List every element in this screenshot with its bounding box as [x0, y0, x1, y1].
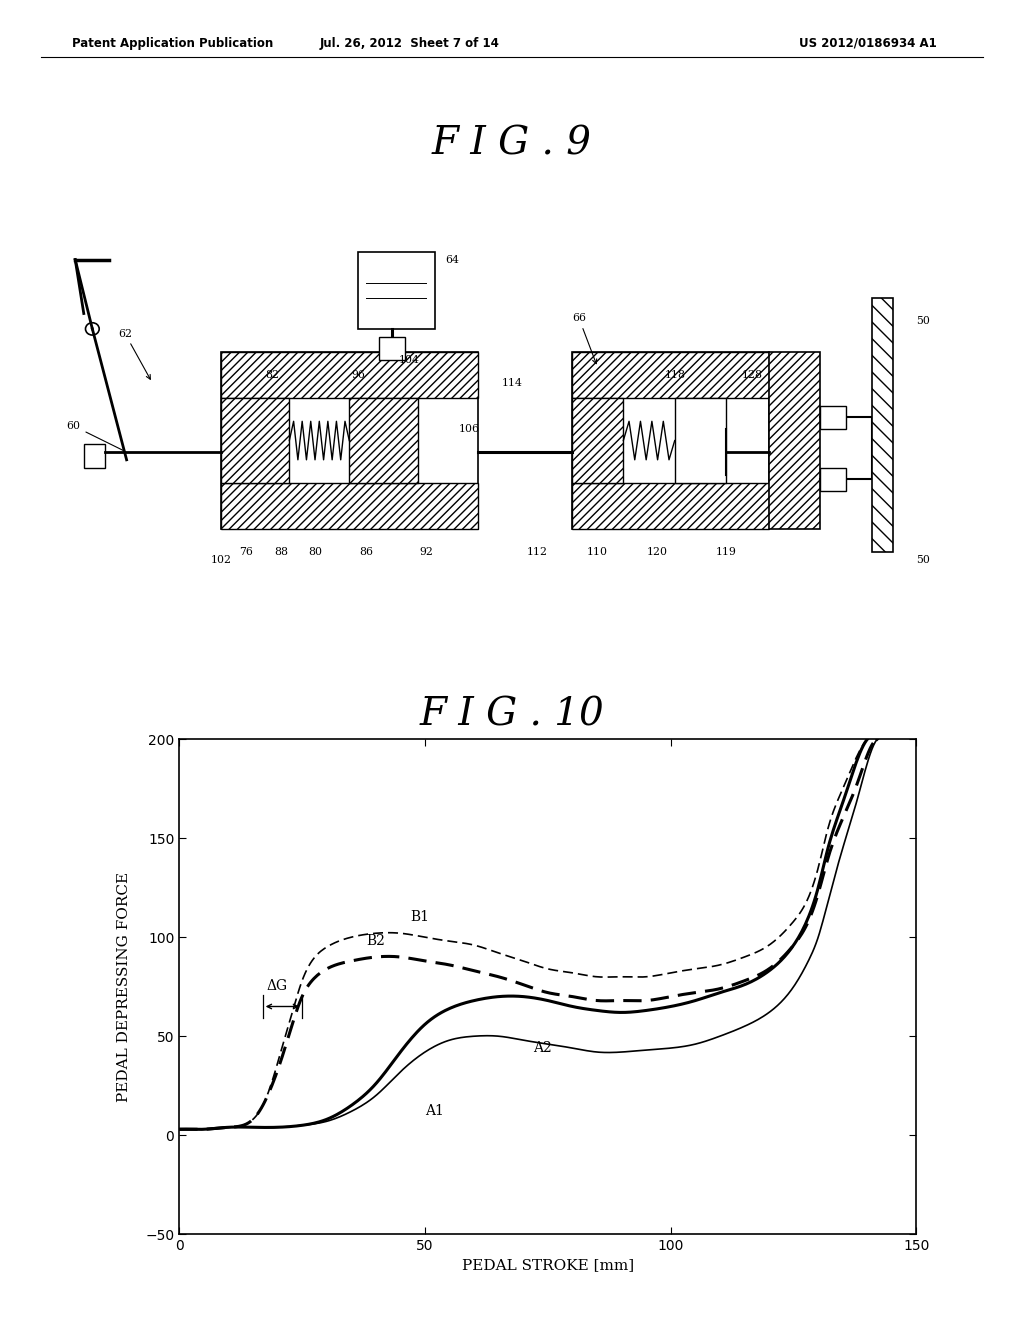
Bar — [349, 399, 418, 483]
Text: 106: 106 — [459, 424, 479, 434]
Bar — [84, 445, 105, 467]
Text: 104: 104 — [398, 355, 420, 364]
Text: 50: 50 — [916, 317, 930, 326]
Text: B2: B2 — [366, 935, 385, 948]
Text: ΔG: ΔG — [267, 978, 288, 993]
Text: 114: 114 — [502, 378, 522, 388]
Text: B1: B1 — [411, 911, 429, 924]
Bar — [871, 298, 893, 552]
Bar — [221, 352, 478, 529]
Text: 119: 119 — [716, 548, 736, 557]
Text: A2: A2 — [534, 1041, 552, 1055]
Bar — [357, 252, 435, 329]
Bar — [820, 467, 846, 491]
Text: 88: 88 — [273, 548, 288, 557]
Text: A1: A1 — [425, 1105, 443, 1118]
Text: 118: 118 — [665, 370, 685, 380]
Text: F I G . 9: F I G . 9 — [432, 125, 592, 162]
Text: 96: 96 — [351, 370, 365, 380]
Bar — [221, 483, 478, 529]
Bar — [572, 399, 624, 483]
Bar — [221, 399, 290, 483]
Bar — [769, 352, 820, 529]
Y-axis label: PEDAL DEPRESSING FORCE: PEDAL DEPRESSING FORCE — [118, 871, 131, 1102]
Text: Patent Application Publication: Patent Application Publication — [72, 37, 273, 50]
Text: 50: 50 — [916, 554, 930, 565]
Text: 128: 128 — [741, 370, 762, 380]
Bar — [675, 399, 726, 483]
Bar — [820, 407, 846, 429]
Text: 110: 110 — [587, 548, 608, 557]
Text: 66: 66 — [572, 313, 597, 363]
Text: 120: 120 — [647, 548, 668, 557]
X-axis label: PEDAL STROKE [mm]: PEDAL STROKE [mm] — [462, 1258, 634, 1272]
Bar — [572, 352, 769, 399]
Bar — [572, 352, 769, 529]
Text: 82: 82 — [265, 370, 280, 380]
Text: 112: 112 — [527, 548, 548, 557]
Text: F I G . 10: F I G . 10 — [420, 697, 604, 734]
Text: 80: 80 — [308, 548, 322, 557]
Bar — [572, 483, 769, 529]
Text: Jul. 26, 2012  Sheet 7 of 14: Jul. 26, 2012 Sheet 7 of 14 — [319, 37, 500, 50]
Text: 76: 76 — [240, 548, 254, 557]
Text: 92: 92 — [420, 548, 433, 557]
Bar — [379, 337, 404, 360]
Text: 60: 60 — [67, 421, 124, 451]
Text: 102: 102 — [210, 554, 231, 565]
Text: US 2012/0186934 A1: US 2012/0186934 A1 — [799, 37, 937, 50]
Text: 64: 64 — [445, 255, 459, 264]
Text: 86: 86 — [359, 548, 374, 557]
Text: 62: 62 — [118, 329, 151, 379]
Bar — [221, 352, 478, 399]
